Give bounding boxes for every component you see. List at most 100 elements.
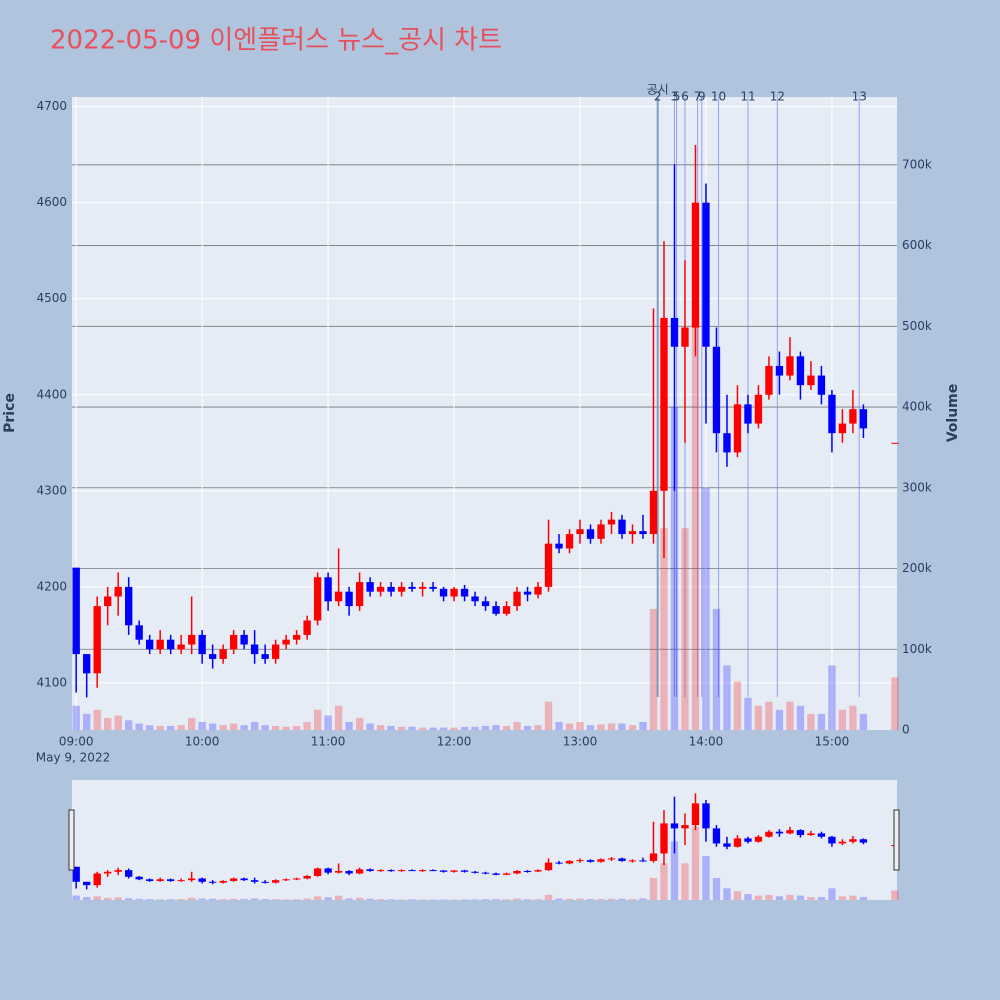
- y2-tick-label: 700k: [902, 157, 932, 171]
- slider-volume-bar: [271, 899, 280, 900]
- slider-candle-body: [534, 870, 542, 872]
- x-tick-label: 10:00: [185, 735, 220, 749]
- volume-bar: [408, 726, 416, 730]
- y2-axis-title: Volume: [945, 384, 961, 443]
- candle-body: [492, 606, 500, 614]
- slider-volume-bar: [618, 898, 626, 900]
- slider-candle-body: [796, 830, 805, 836]
- volume-bar: [292, 725, 301, 730]
- slider-volume-bar: [145, 899, 154, 900]
- slider-candle-body: [72, 866, 80, 882]
- slider-volume-bar: [607, 898, 616, 900]
- candle-body: [481, 601, 490, 607]
- slider-candle-body: [282, 879, 290, 881]
- slider-volume-bar: [828, 888, 836, 900]
- volume-bar: [597, 724, 605, 730]
- slider-volume-bar: [723, 888, 731, 900]
- slider-candle-body: [271, 880, 280, 883]
- candle-body: [681, 327, 689, 347]
- volume-bar: [618, 723, 626, 730]
- slider-volume-bar: [576, 898, 584, 900]
- slider-volume-bar: [733, 891, 742, 900]
- volume-bar: [166, 725, 175, 730]
- volume-bar: [765, 701, 773, 730]
- slider-volume-bar: [702, 855, 710, 900]
- candle-body: [125, 586, 133, 626]
- slider-candle-body: [618, 858, 626, 861]
- candle-body: [177, 644, 185, 650]
- slider-candle-body: [439, 870, 448, 872]
- volume-bar: [712, 608, 721, 730]
- slider-handle[interactable]: [68, 809, 75, 871]
- volume-bar: [187, 717, 196, 730]
- slider-candle-body: [723, 843, 731, 847]
- volume-bar: [397, 726, 406, 730]
- candle-body: [250, 644, 259, 655]
- slider-candle-body: [313, 868, 322, 876]
- slider-candle-body: [555, 862, 563, 864]
- volume-bar: [313, 709, 322, 730]
- volume-bar: [135, 723, 143, 730]
- slider-candle-body: [460, 870, 469, 872]
- volume-bar: [271, 725, 280, 730]
- candle-body: [219, 649, 227, 659]
- volume-bar: [471, 726, 479, 730]
- slider-candle-body: [345, 870, 353, 874]
- candle-body: [649, 490, 658, 535]
- slider-candle-body: [817, 833, 826, 837]
- slider-volume-bar: [649, 877, 658, 900]
- slider-candle-body: [156, 879, 164, 881]
- candle-body: [429, 586, 437, 589]
- slider-volume-bar: [93, 896, 101, 900]
- volume-bar: [838, 709, 847, 730]
- slider-volume-bar: [250, 898, 259, 900]
- slider-volume-bar: [534, 899, 542, 900]
- slider-volume-bar: [261, 899, 269, 900]
- slider-volume-bar: [628, 899, 637, 900]
- volume-bar: [72, 705, 80, 730]
- volume-bar: [114, 715, 122, 730]
- slider-volume-bar: [660, 863, 668, 900]
- slider-candle-body: [828, 836, 836, 844]
- volume-bar: [334, 705, 343, 730]
- candle-body: [334, 591, 343, 602]
- volume-bar: [481, 725, 490, 730]
- volume-bar: [492, 725, 500, 730]
- slider-candle-body: [544, 862, 553, 871]
- candle-body: [702, 202, 710, 347]
- slider-volume-bar: [859, 897, 868, 900]
- slider-candle-body: [628, 860, 637, 862]
- slider-volume-bar: [754, 895, 763, 900]
- slider-candle-body: [681, 825, 689, 829]
- slider-candle-body: [208, 881, 217, 883]
- slider-volume-bar: [282, 899, 290, 900]
- slider-volume-bar: [72, 895, 80, 900]
- slider-candle-body: [607, 858, 616, 860]
- slider-candle-body: [198, 878, 206, 882]
- event-label: 9: [698, 90, 706, 104]
- volume-bar: [660, 528, 668, 730]
- event-label: 10: [711, 90, 726, 104]
- volume-bar: [156, 725, 164, 730]
- slider-volume-bar: [544, 894, 553, 900]
- slider-volume-bar: [198, 898, 206, 900]
- volume-bar: [429, 727, 437, 730]
- event-label: 6: [681, 90, 689, 104]
- candle-body: [145, 639, 154, 650]
- slider-candle-body: [733, 838, 742, 847]
- volume-bar: [345, 721, 353, 730]
- volume-bar: [104, 717, 112, 730]
- range-slider[interactable]: [72, 780, 897, 900]
- slider-volume-bar: [555, 898, 563, 900]
- slider-candle-body: [219, 880, 227, 883]
- y-tick-label: 4100: [36, 675, 67, 689]
- volume-bar: [639, 721, 647, 730]
- slider-handle[interactable]: [893, 809, 900, 871]
- slider-candle-body: [513, 870, 521, 874]
- slider-candle-body: [93, 873, 101, 886]
- candle-body: [523, 591, 532, 595]
- candle-body: [733, 404, 742, 453]
- slider-volume-bar: [471, 899, 479, 900]
- slider-volume-bar: [387, 899, 395, 900]
- slider-candle-body: [807, 833, 815, 836]
